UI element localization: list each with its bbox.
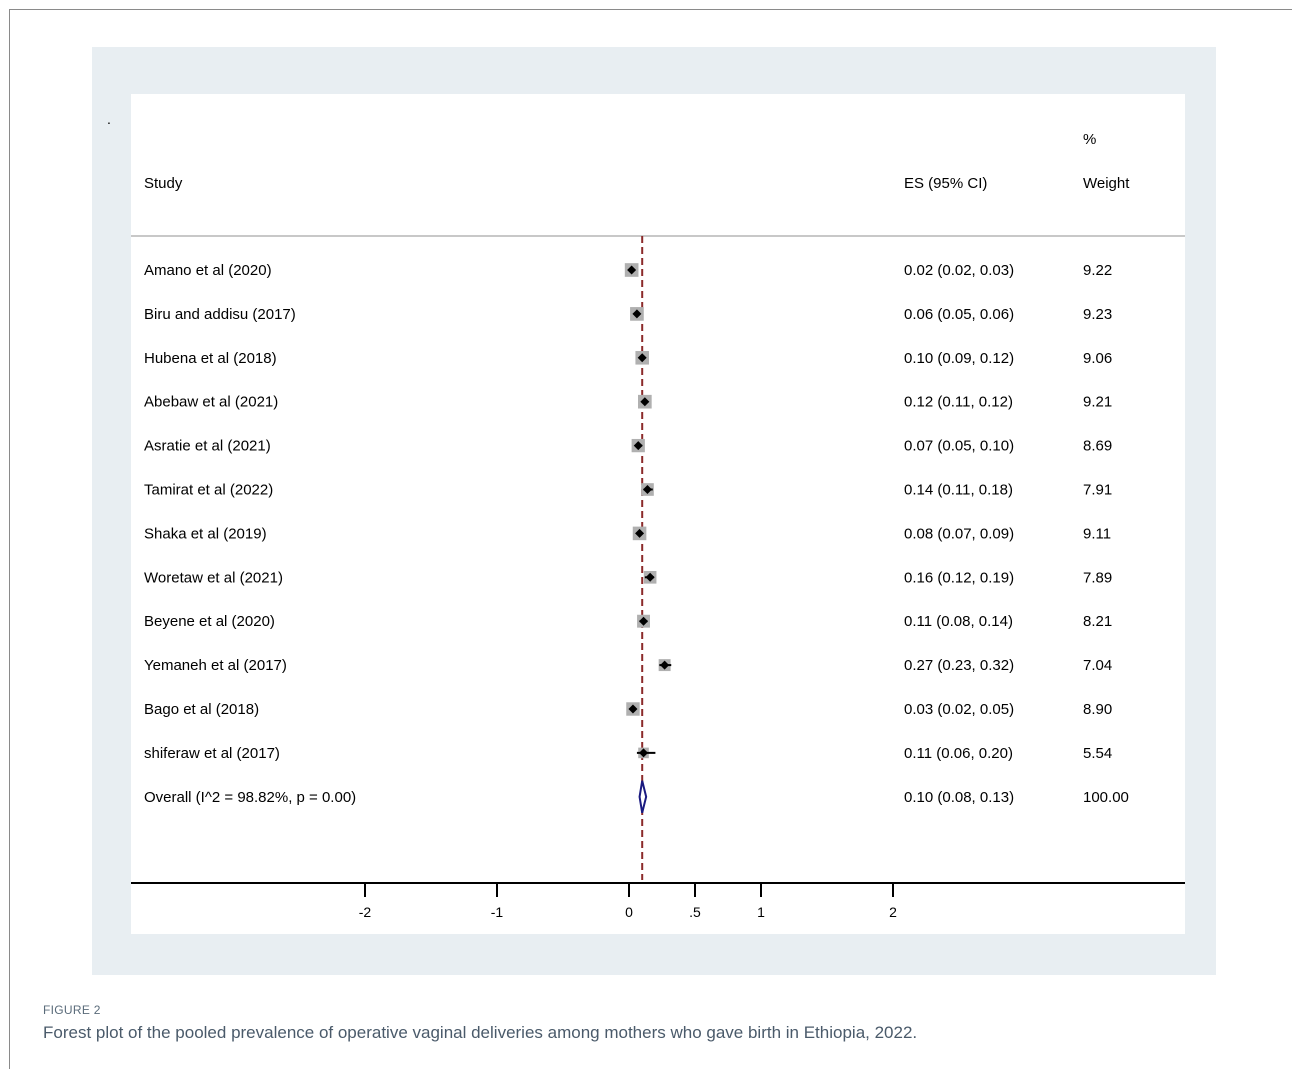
x-axis-tick-label: -1 <box>491 904 504 920</box>
study-es-ci: 0.16 (0.12, 0.19) <box>904 569 1014 586</box>
figure-caption: Forest plot of the pooled prevalence of … <box>43 1023 918 1042</box>
study-weight: 8.90 <box>1083 701 1112 718</box>
point-estimate <box>645 572 655 582</box>
study-weight: 7.91 <box>1083 482 1112 499</box>
study-name: Asratie et al (2021) <box>144 438 271 455</box>
study-name: Shaka et al (2019) <box>144 525 267 542</box>
point-estimate <box>639 616 649 626</box>
point-estimate <box>642 485 652 494</box>
study-name: Beyene et al (2020) <box>144 613 275 630</box>
x-axis-tick-label: 1 <box>757 904 765 920</box>
overall-weight: 100.00 <box>1083 789 1129 806</box>
figure-frame <box>9 9 1292 1069</box>
study-weight: 9.06 <box>1083 350 1112 367</box>
chart-plot-area <box>131 94 1185 934</box>
overall-diamond <box>638 780 648 814</box>
study-es-ci: 0.12 (0.11, 0.12) <box>904 394 1013 411</box>
corner-mark: . <box>107 111 111 127</box>
header-weight-percent: % <box>1083 131 1096 148</box>
study-name: Yemaneh et al (2017) <box>144 657 287 674</box>
study-es-ci: 0.11 (0.08, 0.14) <box>904 613 1013 630</box>
study-es-ci: 0.11 (0.06, 0.20) <box>904 745 1013 762</box>
study-weight: 9.21 <box>1083 394 1112 411</box>
study-weight: 5.54 <box>1083 745 1112 762</box>
study-weight: 9.11 <box>1083 525 1111 542</box>
point-estimate <box>660 660 670 670</box>
figure-label: FIGURE 2 <box>43 1003 101 1017</box>
study-weight: 9.23 <box>1083 306 1112 323</box>
header-study: Study <box>144 175 183 192</box>
study-name: Tamirat et al (2022) <box>144 482 273 499</box>
study-es-ci: 0.27 (0.23, 0.32) <box>904 657 1014 674</box>
study-name: Abebaw et al (2021) <box>144 394 278 411</box>
study-name: Hubena et al (2018) <box>144 350 277 367</box>
study-es-ci: 0.08 (0.07, 0.09) <box>904 525 1014 542</box>
study-weight: 7.89 <box>1083 569 1112 586</box>
study-name: Biru and addisu (2017) <box>144 306 296 323</box>
study-weight: 9.22 <box>1083 262 1112 279</box>
x-axis-tick-label: .5 <box>689 904 701 920</box>
study-name: shiferaw et al (2017) <box>144 745 280 762</box>
point-estimate <box>639 748 649 758</box>
point-estimate <box>632 309 642 319</box>
study-weight: 8.69 <box>1083 438 1112 455</box>
overall-es-ci: 0.10 (0.08, 0.13) <box>904 789 1014 806</box>
x-axis-tick-label: 0 <box>625 904 633 920</box>
study-name: Woretaw et al (2021) <box>144 569 283 586</box>
point-estimate <box>640 397 650 407</box>
study-es-ci: 0.10 (0.09, 0.12) <box>904 350 1014 367</box>
overall-label: Overall (I^2 = 98.82%, p = 0.00) <box>144 789 356 806</box>
x-axis-tick-label: 2 <box>889 904 897 920</box>
x-axis-tick-label: -2 <box>359 904 372 920</box>
point-estimate <box>637 353 647 363</box>
study-es-ci: 0.02 (0.02, 0.03) <box>904 262 1014 279</box>
study-es-ci: 0.06 (0.05, 0.06) <box>904 306 1014 323</box>
study-weight: 7.04 <box>1083 657 1112 674</box>
point-estimate <box>627 265 637 275</box>
point-estimate <box>635 528 645 538</box>
point-estimate <box>633 441 643 451</box>
study-es-ci: 0.07 (0.05, 0.10) <box>904 438 1014 455</box>
point-estimate <box>628 704 638 714</box>
header-es: ES (95% CI) <box>904 175 987 192</box>
header-weight: Weight <box>1083 175 1130 192</box>
study-es-ci: 0.03 (0.02, 0.05) <box>904 701 1014 718</box>
study-es-ci: 0.14 (0.11, 0.18) <box>904 482 1013 499</box>
study-weight: 8.21 <box>1083 613 1112 630</box>
study-name: Bago et al (2018) <box>144 701 259 718</box>
study-name: Amano et al (2020) <box>144 262 272 279</box>
